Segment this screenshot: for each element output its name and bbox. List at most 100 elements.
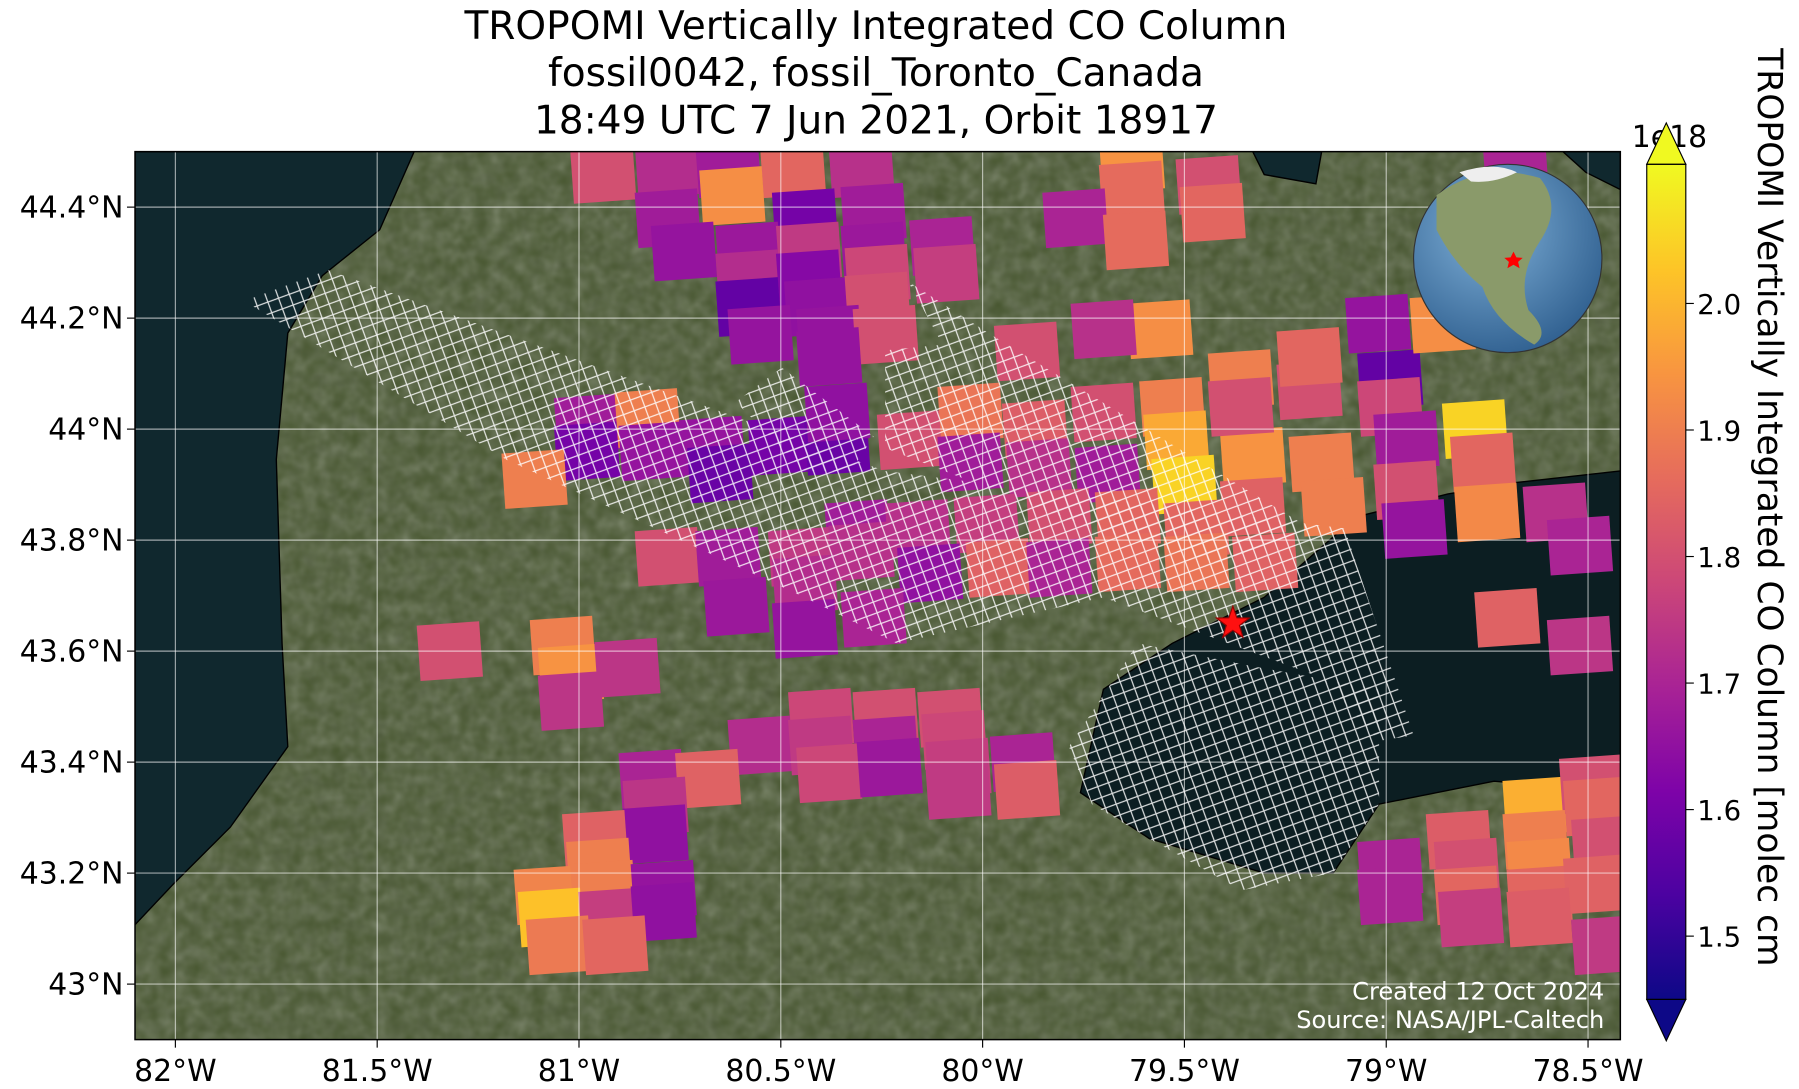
site-marker xyxy=(1214,604,1251,639)
co-pixel xyxy=(622,804,689,865)
co-pixel xyxy=(1562,854,1621,915)
swath-outlines xyxy=(244,269,1414,891)
co-pixel xyxy=(594,637,661,698)
x-tick-label: 80°W xyxy=(941,1054,1023,1089)
y-tick-label: 44°N xyxy=(48,412,123,447)
swath xyxy=(244,269,1414,741)
colorbar-tick-label: 1.9 xyxy=(1697,415,1741,447)
swath xyxy=(885,281,1311,563)
y-tick-label: 43.4°N xyxy=(20,745,124,780)
co-pixel xyxy=(1449,432,1517,493)
co-pixel xyxy=(727,304,794,365)
colorbar-tick-label: 1.6 xyxy=(1697,795,1741,827)
co-pixel xyxy=(1070,299,1137,360)
grid xyxy=(135,151,1621,1040)
plot-frame xyxy=(134,150,1622,1041)
co-pixel xyxy=(630,882,697,942)
co-pixel xyxy=(1474,587,1541,648)
co-pixel xyxy=(828,151,895,199)
co-pixel xyxy=(796,743,863,804)
globe-site xyxy=(1504,251,1523,269)
continent xyxy=(1436,172,1552,345)
co-pixel xyxy=(1357,865,1424,926)
colorbar-label: TROPOMI Vertically Integrated CO Column … xyxy=(1749,47,1789,966)
x-tick-label: 79°W xyxy=(1345,1054,1427,1089)
colorbar-body xyxy=(1646,164,1686,1000)
title-line: 18:49 UTC 7 Jun 2021, Orbit 18917 xyxy=(534,98,1218,143)
colorbar-extend-bottom xyxy=(1645,998,1687,1043)
co-pixel xyxy=(570,151,637,204)
y-tick-label: 44.4°N xyxy=(20,190,124,225)
co-pixel xyxy=(525,915,592,976)
credit: Created 12 Oct 2024 xyxy=(1352,977,1604,1005)
co-pixel xyxy=(634,151,701,199)
co-pixel xyxy=(759,151,827,199)
co-pixel xyxy=(856,737,923,798)
y-tick-label: 43.6°N xyxy=(20,634,124,669)
lake-simcoe xyxy=(1251,151,1323,185)
co-pixel xyxy=(650,221,718,282)
co-pixel xyxy=(1098,160,1166,221)
title-line: TROPOMI Vertically Integrated CO Column xyxy=(463,4,1287,49)
y-tick-label: 43.8°N xyxy=(20,523,124,558)
co-pixel xyxy=(1300,476,1367,537)
x-tick-label: 81°W xyxy=(538,1054,620,1089)
co-pixel xyxy=(1102,210,1170,271)
co-pixel xyxy=(771,599,839,659)
co-pixel xyxy=(1127,299,1194,360)
co-pixel xyxy=(1381,499,1448,559)
co-pixel xyxy=(537,671,605,731)
colorbar-frame xyxy=(1646,163,1687,1000)
co-pixel xyxy=(1288,432,1355,493)
swath xyxy=(1068,643,1380,891)
co-pixel xyxy=(1219,427,1287,487)
co-pixel xyxy=(1546,515,1614,576)
co-pixel xyxy=(703,576,770,637)
co-pixel xyxy=(796,327,863,387)
co-pixel xyxy=(1207,377,1275,437)
colorbar-tick-label: 1.7 xyxy=(1697,668,1741,700)
co-pixel xyxy=(1437,887,1505,948)
colorbar: 1e18 1.51.61.71.81.92.0 xyxy=(1632,120,1741,1043)
co-pixel xyxy=(925,759,992,820)
lake-huron xyxy=(135,151,415,926)
co-pixel xyxy=(1546,615,1614,676)
x-tick-label: 79.5°W xyxy=(1129,1054,1240,1089)
co-pixel xyxy=(1453,482,1521,543)
y-tick-label: 44.2°N xyxy=(20,301,124,336)
co-pixel xyxy=(993,759,1061,820)
map-area: Created 12 Oct 2024 Source: NASA/JPL-Cal… xyxy=(135,151,1621,1040)
colorbar-tick-label: 2.0 xyxy=(1697,289,1741,321)
title-line: fossil0042, fossil_Toronto_Canada xyxy=(548,51,1204,96)
y-tick-label: 43°N xyxy=(48,967,123,1002)
swath xyxy=(735,367,874,471)
x-tick-label: 78.5°W xyxy=(1533,1054,1644,1089)
co-pixel xyxy=(1276,327,1343,387)
co-pixel xyxy=(1373,410,1440,471)
title-block: TROPOMI Vertically Integrated CO Column … xyxy=(463,4,1287,143)
co-pixel xyxy=(1571,915,1621,976)
pixel-layer xyxy=(416,151,1621,976)
x-tick-label: 81.5°W xyxy=(322,1054,433,1089)
co-pixel xyxy=(727,715,794,776)
co-pixel xyxy=(582,915,649,976)
ice xyxy=(1459,166,1517,182)
co-pixel xyxy=(1506,887,1573,948)
co-pixel xyxy=(1042,188,1109,249)
co-pixel xyxy=(1345,293,1412,354)
colorbar-tick-label: 1.8 xyxy=(1697,542,1741,574)
co-pixel xyxy=(699,166,766,226)
water xyxy=(1561,151,1621,191)
co-pixel xyxy=(1179,182,1246,243)
co-pixel xyxy=(913,243,980,304)
axes: 82°W 81.5°W 81°W 80.5°W 80°W 79.5°W 79°W 78.5°W… xyxy=(20,190,1644,1088)
co-pixel xyxy=(675,748,742,809)
x-tick-label: 80.5°W xyxy=(725,1054,836,1089)
credit: Source: NASA/JPL-Caltech xyxy=(1296,1006,1604,1034)
globe-inset xyxy=(1412,163,1603,354)
co-pixel xyxy=(634,526,701,587)
colorbar-tick-label: 1.5 xyxy=(1697,921,1741,953)
y-tick-label: 43.2°N xyxy=(20,856,124,891)
